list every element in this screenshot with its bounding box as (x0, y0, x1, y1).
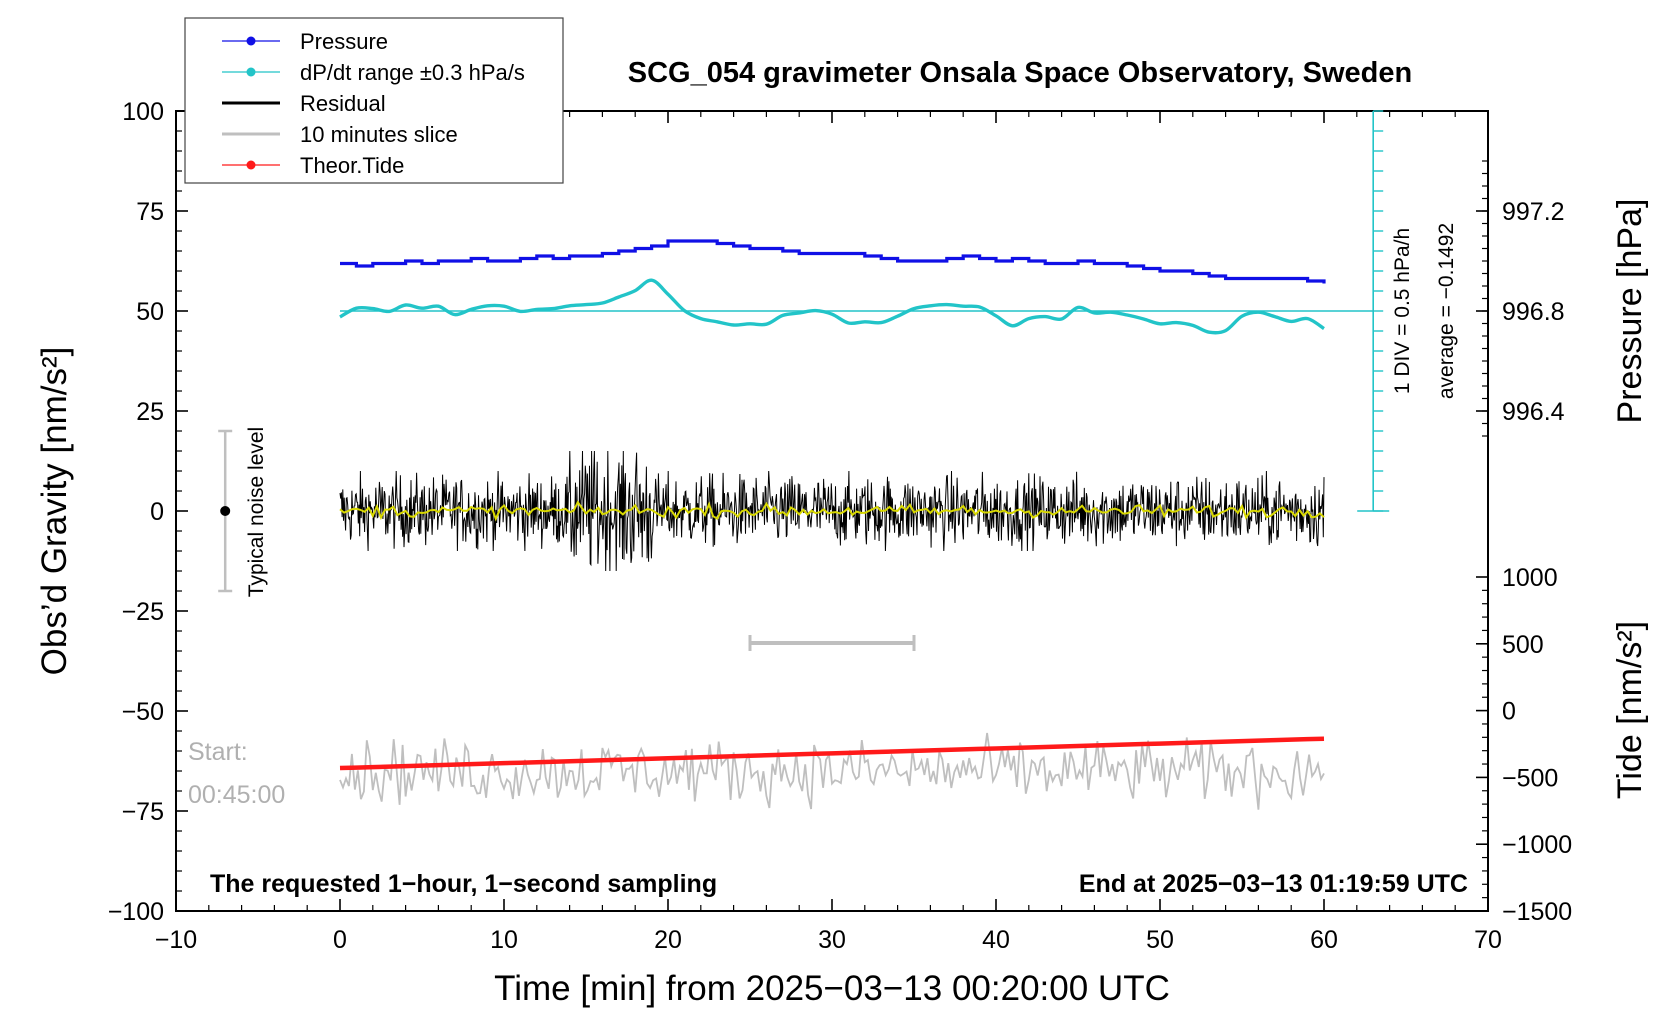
legend-entry: Residual (222, 91, 386, 116)
x-tick-label: 10 (490, 926, 518, 954)
legend-label: Theor.Tide (300, 153, 404, 178)
end-time-note: End at 2025−03−13 01:19:59 UTC (1079, 870, 1468, 898)
legend: Pressure dP/dt range ±0.3 hPa/s Residual 10… (184, 17, 564, 184)
y-tick-label: −25 (122, 598, 164, 626)
legend-entry: dP/dt range ±0.3 hPa/s (222, 60, 525, 85)
legend-label: 10 minutes slice (300, 122, 458, 147)
legend-marker (246, 36, 256, 46)
legend-marker (246, 67, 256, 77)
sampling-note: The requested 1−hour, 1−second sampling (210, 870, 717, 898)
tide-line (339, 736, 1325, 771)
x-tick-label: 40 (982, 926, 1010, 954)
rate-line (339, 278, 1325, 335)
legend-marker (246, 160, 256, 170)
legend-label: dP/dt range ±0.3 hPa/s (300, 60, 525, 85)
annotations (218, 429, 916, 651)
x-tick-label: 50 (1146, 926, 1174, 954)
legend-entry: Theor.Tide (222, 153, 404, 178)
rate-average-label: average = −0.1492 (1435, 223, 1458, 399)
tide-tick-label: 1000 (1502, 564, 1558, 592)
left-axis-label: Obs’d Gravity [nm/s²] (35, 347, 74, 676)
data-series (339, 239, 1326, 810)
reference-lines (340, 110, 1390, 512)
x-tick-label: 0 (333, 926, 347, 954)
axis-ticks: −10 0 10 20 30 40 50 60 70−100−75−50−25025507510… (108, 98, 1573, 954)
pressure-tick-label: 996.4 (1502, 398, 1565, 426)
noise-level-label: Typical noise level (245, 427, 268, 597)
x-tick-label: 70 (1474, 926, 1502, 954)
rate-scale-label: 1 DIV = 0.5 hPa/h (1391, 228, 1414, 394)
y-tick-label: −50 (122, 698, 164, 726)
y-tick-label: 0 (150, 498, 164, 526)
pressure-line (340, 239, 1326, 284)
residual-smoothed-line (339, 500, 1325, 522)
noise-bar-center (220, 506, 231, 516)
tide-tick-label: −1000 (1502, 831, 1572, 859)
legend-label: Residual (300, 91, 386, 116)
tide-tick-label: −500 (1502, 764, 1558, 792)
legend-entry: 10 minutes slice (222, 122, 458, 147)
y-tick-label: 75 (136, 198, 164, 226)
y-tick-label: 100 (122, 98, 164, 126)
y-tick-label: 50 (136, 298, 164, 326)
slice-line (339, 732, 1325, 810)
pressure-tick-label: 996.8 (1502, 298, 1565, 326)
start-time-label: 00:45:00 (188, 781, 285, 809)
legend-box (184, 17, 564, 184)
x-tick-label: −10 (155, 926, 197, 954)
tide-axis-label: Tide [nm/s²] (1611, 621, 1649, 799)
y-tick-label: −100 (108, 898, 164, 926)
legend-entry: Pressure (222, 29, 388, 54)
y-tick-label: 25 (136, 398, 164, 426)
chart-title: SCG_054 gravimeter Onsala Space Observat… (628, 57, 1412, 89)
legend-label: Pressure (300, 29, 388, 54)
x-axis-label: Time [min] from 2025−03−13 00:20:00 UTC (494, 969, 1170, 1008)
x-tick-label: 60 (1310, 926, 1338, 954)
y-tick-label: −75 (122, 798, 164, 826)
pressure-axis-label: Pressure [hPa] (1611, 199, 1649, 424)
tide-tick-label: 0 (1502, 698, 1516, 726)
x-tick-label: 20 (654, 926, 682, 954)
start-label: Start: (188, 738, 248, 766)
pressure-tick-label: 997.2 (1502, 198, 1565, 226)
x-tick-label: 30 (818, 926, 846, 954)
tide-tick-label: −1500 (1502, 898, 1572, 926)
tide-tick-label: 500 (1502, 631, 1544, 659)
